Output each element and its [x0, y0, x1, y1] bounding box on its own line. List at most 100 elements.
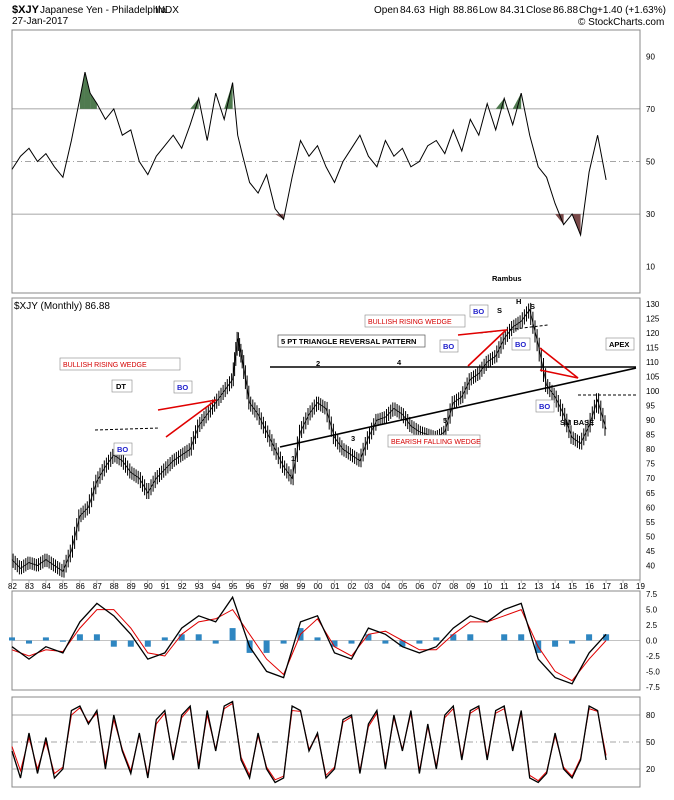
- low-label: Low: [479, 5, 498, 16]
- macd-histogram-bar: [586, 634, 593, 641]
- rising-wedge-2: [457, 328, 509, 367]
- stoch-tick-2: 20: [646, 765, 655, 774]
- macd-line: [11, 595, 607, 685]
- x-tick-14: 14: [551, 582, 560, 591]
- x-tick-17: 17: [602, 582, 611, 591]
- price-tick-2: 120: [646, 329, 660, 338]
- high-value: 88.86: [453, 5, 478, 16]
- close-value: 86.88: [553, 5, 578, 16]
- price-tick-6: 100: [646, 387, 660, 396]
- x-tick-15: 15: [568, 582, 577, 591]
- macd-histogram-bar: [144, 640, 151, 647]
- rsi-tick-4: 10: [646, 263, 655, 272]
- point-2-label: 2: [316, 359, 320, 368]
- rsi-overbought-fill: [84, 72, 91, 109]
- price-tick-9: 85: [646, 431, 655, 440]
- macd-tick-2: 2.5: [646, 621, 658, 630]
- x-tick-18: 18: [619, 582, 628, 591]
- rsi-tick-1: 70: [646, 105, 655, 114]
- macd-histogram-bar: [212, 640, 219, 644]
- x-tick-09: 09: [466, 582, 475, 591]
- price-tick-4: 110: [646, 358, 659, 367]
- point-5-label: 5: [443, 416, 447, 425]
- pattern-annotations: [94, 324, 637, 448]
- macd-histogram-bar: [9, 637, 15, 641]
- x-tick-89: 89: [127, 582, 136, 591]
- x-tick-13: 13: [534, 582, 543, 591]
- macd-histogram-bar: [76, 634, 83, 641]
- macd-histogram-bar: [42, 637, 49, 641]
- symbol-label: $XJY: [12, 4, 40, 16]
- rsi-panel: 90 70 50 30 10: [11, 52, 655, 272]
- price-tick-8: 90: [646, 416, 655, 425]
- macd-histogram-bar: [382, 640, 389, 644]
- macd-histogram-bar: [229, 628, 236, 641]
- price-line: [11, 308, 607, 572]
- bo-label-4: BO: [473, 307, 484, 316]
- macd-histogram-bar: [365, 634, 372, 641]
- x-tick-10: 10: [483, 582, 492, 591]
- falling-wedge: [539, 347, 579, 379]
- macd-histogram-bar: [450, 634, 457, 641]
- macd-histogram-bar: [263, 640, 270, 653]
- chg-label: Chg: [579, 5, 597, 16]
- x-tick-99: 99: [297, 582, 306, 591]
- chart-header: $XJY Japanese Yen - Philadelphia INDX 27…: [12, 4, 666, 28]
- bo-label-3: BO: [443, 342, 454, 351]
- macd-histogram-bar: [127, 640, 134, 647]
- price-tick-15: 55: [646, 518, 655, 527]
- low-value: 84.31: [500, 5, 525, 16]
- s-label-left: S: [497, 306, 502, 315]
- x-tick-16: 16: [585, 582, 594, 591]
- x-tick-84: 84: [42, 582, 51, 591]
- macd-histogram-bar: [93, 634, 100, 641]
- x-tick-87: 87: [93, 582, 102, 591]
- date-label: 27-Jan-2017: [12, 16, 69, 27]
- rsi-tick-2: 50: [646, 158, 655, 167]
- callouts: BULLISH RISING WEDGE BULLISH RISING WEDG…: [59, 297, 635, 463]
- x-tick-00: 00: [314, 582, 323, 591]
- close-label: Close: [526, 5, 552, 16]
- falling-wedge-label: BEARISH FALLING WEDGE: [391, 439, 481, 446]
- x-tick-97: 97: [263, 582, 272, 591]
- macd-histogram-bar: [501, 634, 508, 641]
- x-tick-04: 04: [381, 582, 390, 591]
- x-tick-88: 88: [110, 582, 119, 591]
- x-tick-94: 94: [212, 582, 221, 591]
- price-tick-5: 105: [646, 373, 660, 382]
- s-label-right: S: [530, 302, 535, 311]
- macd-histogram-bar: [26, 640, 32, 644]
- x-tick-91: 91: [161, 582, 170, 591]
- stoch-tick-1: 50: [646, 738, 655, 747]
- rsi-tick-0: 90: [646, 52, 655, 61]
- x-tick-98: 98: [280, 582, 289, 591]
- rsi-oversold-fill: [555, 214, 564, 225]
- stochastic-panel: 80 50 20: [11, 700, 655, 784]
- x-tick-03: 03: [364, 582, 373, 591]
- macd-histogram-bar: [518, 634, 525, 641]
- price-tick-1: 125: [646, 314, 660, 323]
- high-label: High: [429, 5, 450, 16]
- h-label: H: [516, 297, 521, 306]
- brand-label: © StockCharts.com: [578, 17, 664, 28]
- x-tick-83: 83: [25, 582, 34, 591]
- price-tick-11: 75: [646, 460, 655, 469]
- macd-tick-0: 7.5: [646, 590, 658, 599]
- macd-tick-5: -5.0: [646, 667, 660, 676]
- macd-histogram-bar: [280, 640, 287, 644]
- price-tick-12: 70: [646, 474, 655, 483]
- macd-histogram-bar: [416, 640, 423, 644]
- bo-label-6: BO: [539, 402, 550, 411]
- rsi-oversold-fill: [275, 214, 284, 220]
- macd-histogram-bar: [603, 634, 610, 641]
- price-tick-16: 50: [646, 532, 655, 541]
- macd-tick-4: -2.5: [646, 652, 660, 661]
- macd-histogram-bar: [59, 640, 66, 642]
- wedge2-label: BULLISH RISING WEDGE: [368, 319, 452, 326]
- macd-signal-line: [11, 608, 607, 682]
- price-tick-7: 95: [646, 402, 655, 411]
- macd-histogram-bar: [552, 640, 559, 647]
- x-tick-85: 85: [59, 582, 68, 591]
- open-value: 84.63: [400, 5, 425, 16]
- macd-histogram-bar: [467, 634, 474, 641]
